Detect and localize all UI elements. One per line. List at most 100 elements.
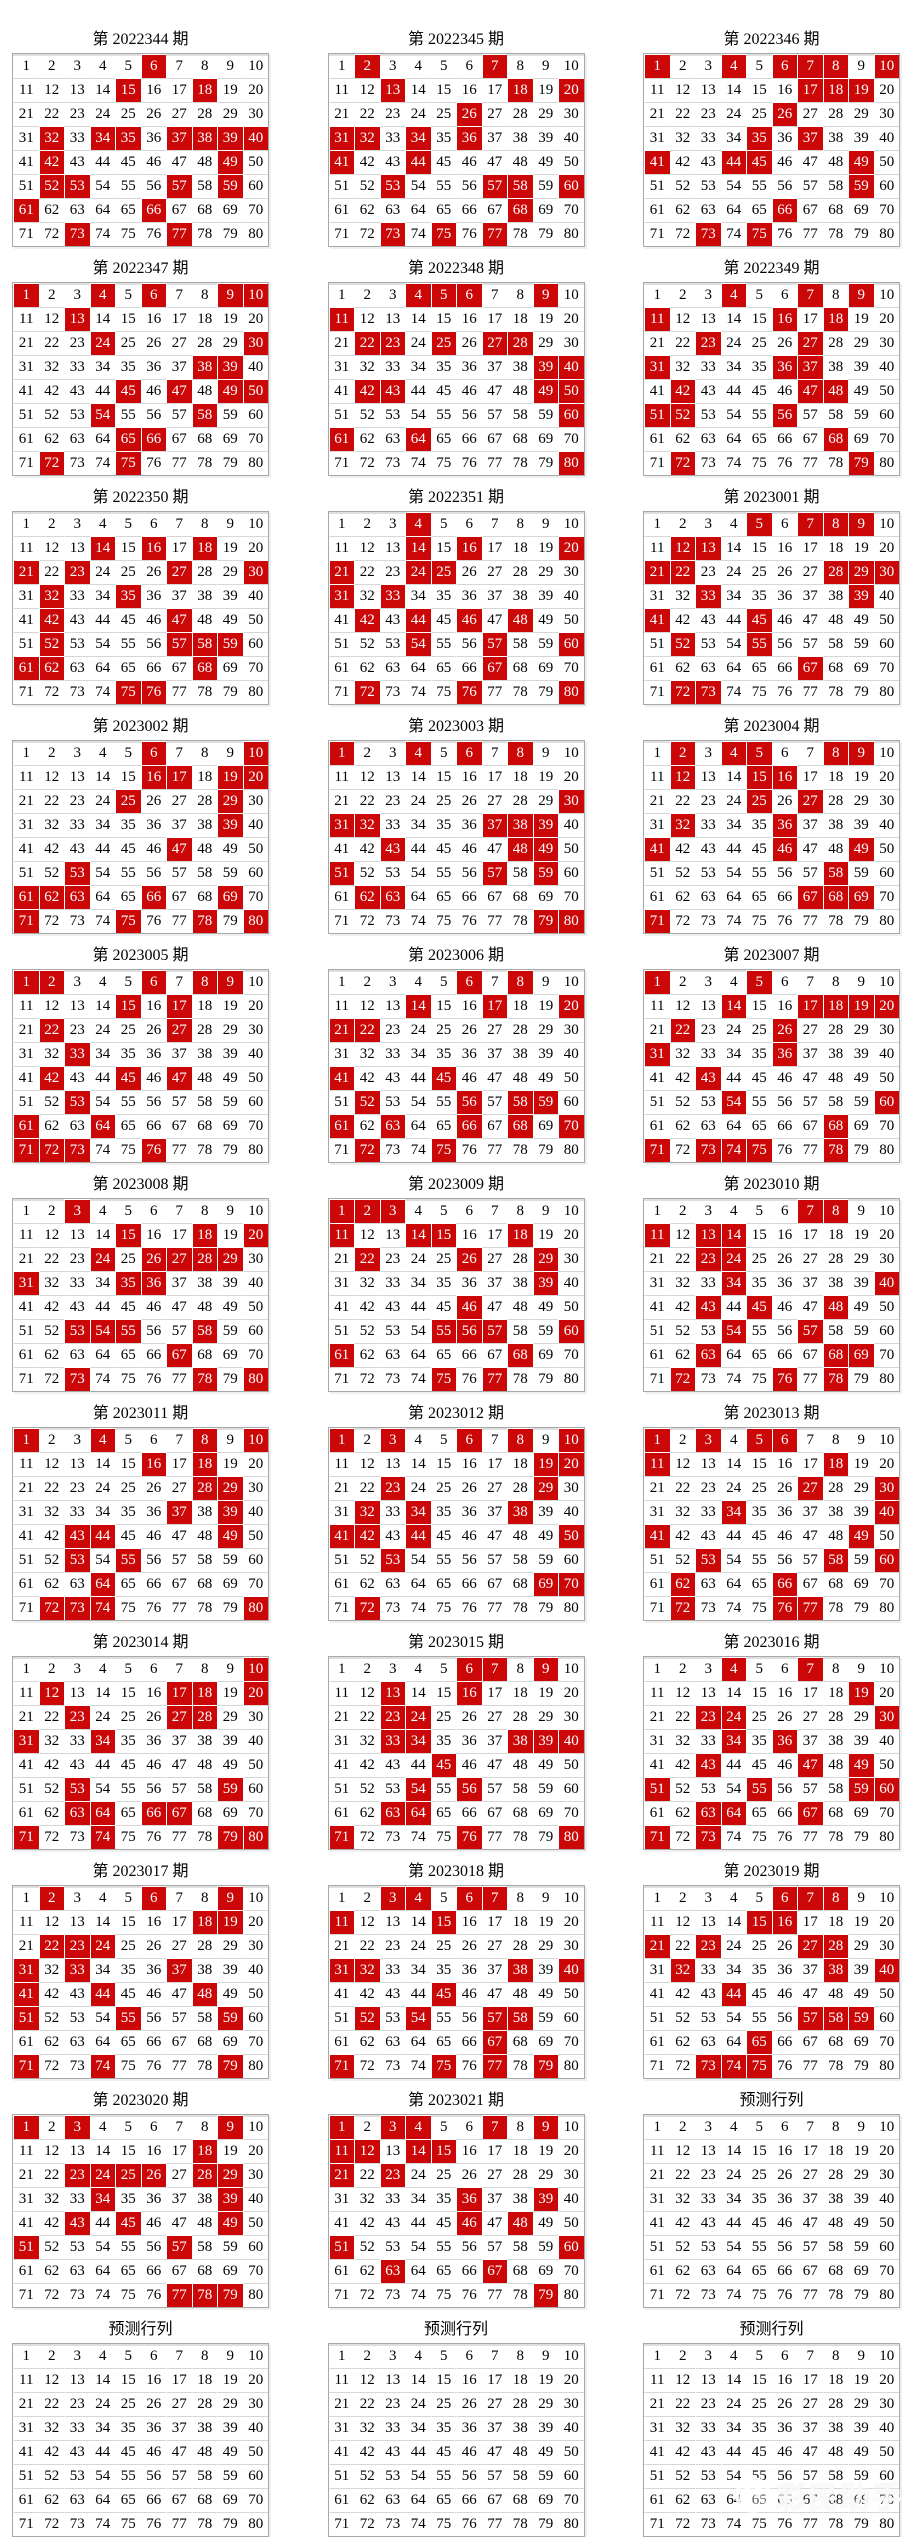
number-cell: 19 — [532, 765, 558, 789]
number-cell: 72 — [354, 1825, 380, 1849]
number-cell: 51 — [644, 2006, 670, 2030]
number-cell: 28 — [191, 789, 217, 813]
number-cell: 46 — [771, 1982, 797, 2006]
number-cell: 13 — [695, 2368, 721, 2392]
number-cell: 79 — [217, 222, 243, 246]
number-cell-hit: 16 — [771, 1910, 797, 1934]
number-cell-hit: 71 — [13, 2054, 39, 2078]
number-cell-hit: 17 — [166, 765, 192, 789]
number-cell: 51 — [13, 861, 39, 885]
number-cell-hit: 58 — [507, 174, 533, 198]
number-cell-hit: 80 — [242, 1367, 268, 1391]
number-cell: 14 — [720, 2139, 746, 2163]
number-cell: 17 — [166, 536, 192, 560]
number-cell: 72 — [38, 909, 64, 933]
number-cell: 22 — [669, 1476, 695, 1500]
number-cell: 71 — [328, 909, 354, 933]
number-cell-hit: 16 — [140, 765, 166, 789]
number-cell: 16 — [771, 1223, 797, 1247]
panel-title: 预测行列 — [739, 2321, 804, 2338]
number-grid: 1 2 3 4 5 6 7 8 9 10 11 12 13 14 15 16 17 18 19 20 21 22 23 24 2… — [643, 740, 900, 934]
number-cell-hit: 9 — [217, 970, 243, 994]
number-cell: 50 — [242, 1066, 268, 1090]
number-cell: 14 — [720, 307, 746, 331]
number-cell-hit: 31 — [13, 1958, 39, 1982]
number-cell-hit: 77 — [481, 2054, 507, 2078]
panel-title: 第 2023015 期 — [407, 1634, 504, 1651]
number-cell: 29 — [217, 331, 243, 355]
number-cell: 77 — [481, 451, 507, 475]
number-cell: 55 — [746, 1090, 772, 1114]
number-cell: 55 — [115, 174, 141, 198]
number-cell: 41 — [13, 379, 39, 403]
number-cell-hit: 39 — [532, 813, 558, 837]
number-cell-hit: 34 — [720, 1500, 746, 1524]
number-cell-hit: 14 — [405, 2139, 431, 2163]
number-cell-hit: 37 — [481, 813, 507, 837]
number-cell: 71 — [328, 1138, 354, 1162]
number-cell: 75 — [430, 2283, 456, 2307]
number-cell: 61 — [13, 1572, 39, 1596]
number-cell: 24 — [405, 2392, 431, 2416]
number-cell-hit: 25 — [746, 789, 772, 813]
number-cell: 15 — [430, 2368, 456, 2392]
number-cell-hit: 36 — [140, 1271, 166, 1295]
number-cell-hit: 28 — [191, 2163, 217, 2187]
number-cell: 48 — [822, 837, 848, 861]
number-cell: 74 — [405, 1596, 431, 1620]
number-cell: 17 — [797, 2139, 823, 2163]
number-cell: 35 — [430, 584, 456, 608]
number-cell: 66 — [456, 2488, 482, 2512]
number-cell: 62 — [38, 1114, 64, 1138]
number-cell-hit: 22 — [669, 1018, 695, 1042]
number-cell-hit: 1 — [13, 970, 39, 994]
number-cell: 33 — [64, 1729, 90, 1753]
number-cell: 35 — [115, 2416, 141, 2440]
number-cell: 2 — [363, 2119, 372, 2135]
number-cell: 2 — [363, 1661, 372, 1677]
number-cell-hit: 54 — [405, 2006, 431, 2030]
number-cell: 62 — [38, 1572, 64, 1596]
number-cell: 68 — [191, 2030, 217, 2054]
number-cell: 42 — [354, 1295, 380, 1319]
number-grid: 1 2 3 4 5 6 7 8 9 10 11 12 13 14 15 16 17 18 19 20 21 22 23 24 2… — [327, 2343, 585, 2537]
number-cell: 9 — [857, 2348, 866, 2364]
number-cell: 53 — [695, 632, 721, 656]
number-cell: 30 — [558, 1476, 584, 1500]
number-cell: 58 — [507, 1777, 533, 1801]
number-cell: 80 — [558, 2283, 584, 2307]
number-cell: 40 — [242, 813, 268, 837]
number-cell-hit: 53 — [64, 1090, 90, 1114]
number-cell: 67 — [797, 427, 823, 451]
number-cell-hit: 25 — [115, 789, 141, 813]
number-cell: 73 — [379, 680, 405, 704]
number-cell-hit: 25 — [430, 560, 456, 584]
number-cell-hit: 14 — [89, 536, 115, 560]
number-cell: 42 — [669, 1295, 695, 1319]
number-cell: 17 — [797, 1910, 823, 1934]
number-cell-hit: 33 — [379, 1729, 405, 1753]
number-cell: 32 — [354, 2187, 380, 2211]
number-cell-hit: 68 — [507, 1114, 533, 1138]
number-cell: 79 — [532, 1367, 558, 1391]
number-cell-hit: 6 — [140, 970, 166, 994]
number-cell-hit: 72 — [38, 1596, 64, 1620]
number-cell: 43 — [64, 1295, 90, 1319]
number-cell-hit: 32 — [354, 126, 380, 150]
number-cell-hit: 16 — [771, 307, 797, 331]
period-panel: 第 2023012 期 1 2 3 4 5 6 7 8 9 10 11 12 13 14 15 16 17 18 19… — [327, 1374, 585, 1621]
number-cell-hit: 71 — [644, 1138, 670, 1162]
number-cell: 61 — [328, 656, 354, 680]
number-cell: 23 — [695, 1476, 721, 1500]
number-cell: 61 — [13, 427, 39, 451]
number-cell: 21 — [13, 1934, 39, 1958]
number-cell-hit: 61 — [13, 885, 39, 909]
number-cell: 57 — [481, 403, 507, 427]
number-cell: 24 — [405, 1247, 431, 1271]
number-cell: 61 — [644, 1114, 670, 1138]
number-cell: 63 — [64, 656, 90, 680]
number-cell: 55 — [115, 632, 141, 656]
number-cell: 78 — [507, 1138, 533, 1162]
number-cell: 48 — [822, 1753, 848, 1777]
number-cell: 67 — [481, 198, 507, 222]
